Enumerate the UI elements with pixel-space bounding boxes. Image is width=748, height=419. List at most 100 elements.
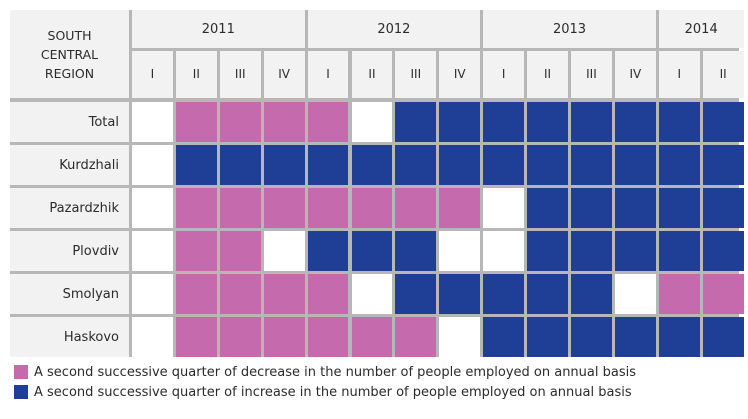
quarter-header: I — [483, 51, 525, 98]
heatmap-cell — [658, 317, 700, 357]
row-label: Kurdzhali — [10, 145, 129, 185]
year-header: 2014 — [658, 10, 744, 48]
quarter-header: IV — [614, 51, 656, 98]
heatmap-cell — [132, 145, 173, 185]
heatmap-cell — [702, 274, 744, 314]
region-header: SOUTH CENTRAL REGION — [10, 10, 129, 98]
heatmap-cell — [307, 188, 349, 228]
row-label: Total — [10, 102, 129, 142]
heatmap-cell — [571, 317, 612, 357]
heatmap-cell — [439, 231, 481, 271]
heatmap-cell — [483, 188, 525, 228]
legend-swatch — [14, 365, 28, 379]
heatmap-cell — [702, 145, 744, 185]
row-label: Pazardzhik — [10, 188, 129, 228]
heatmap-cell — [351, 102, 393, 142]
row-label: Haskovo — [10, 317, 129, 357]
heatmap-cell — [395, 145, 437, 185]
heatmap-cell — [307, 231, 349, 271]
year-header: 2013 — [483, 10, 656, 48]
quarter-header: II — [527, 51, 568, 98]
heatmap-cell — [527, 274, 568, 314]
heatmap-cell — [527, 145, 568, 185]
heatmap-cell — [702, 317, 744, 357]
heatmap-cell — [351, 188, 393, 228]
heatmap-cell — [614, 145, 656, 185]
heatmap-cell — [658, 274, 700, 314]
year-header: 2011 — [132, 10, 305, 48]
heatmap-cell — [483, 145, 525, 185]
row-label: Plovdiv — [10, 231, 129, 271]
year-header: 2012 — [307, 10, 481, 48]
heatmap-cell — [219, 274, 261, 314]
heatmap-cell — [439, 274, 481, 314]
heatmap-cell — [132, 188, 173, 228]
heatmap-cell — [132, 102, 173, 142]
heatmap-cell — [132, 317, 173, 357]
heatmap-cell — [175, 145, 217, 185]
heatmap-cell — [175, 317, 217, 357]
heatmap-cell — [658, 102, 700, 142]
heatmap-cell — [351, 231, 393, 271]
heatmap-cell — [571, 274, 612, 314]
heatmap-cell — [307, 145, 349, 185]
heatmap-cell — [571, 145, 612, 185]
heatmap-cell — [175, 274, 217, 314]
heatmap-cell — [702, 231, 744, 271]
heatmap-cell — [483, 102, 525, 142]
heatmap-cell — [658, 188, 700, 228]
heatmap-cell — [175, 231, 217, 271]
heatmap-cell — [439, 102, 481, 142]
heatmap-cell — [527, 188, 568, 228]
heatmap-cell — [702, 188, 744, 228]
heatmap-cell — [263, 231, 305, 271]
heatmap-cell — [483, 317, 525, 357]
heatmap-cell — [527, 317, 568, 357]
legend-label: A second successive quarter of increase … — [34, 384, 632, 400]
quarter-header: III — [571, 51, 612, 98]
row-label: Smolyan — [10, 274, 129, 314]
heatmap-cell — [658, 231, 700, 271]
heatmap-cell — [395, 274, 437, 314]
heatmap-cell — [263, 274, 305, 314]
heatmap-cell — [527, 102, 568, 142]
heatmap-cell — [614, 317, 656, 357]
heatmap-cell — [483, 231, 525, 271]
heatmap-cell — [483, 274, 525, 314]
legend-item: A second successive quarter of decrease … — [14, 363, 636, 381]
heatmap-cell — [307, 102, 349, 142]
heatmap-cell — [175, 102, 217, 142]
heatmap-cell — [351, 317, 393, 357]
heatmap-cell — [219, 317, 261, 357]
heatmap-cell — [439, 188, 481, 228]
heatmap-cell — [614, 188, 656, 228]
heatmap-cell — [395, 231, 437, 271]
heatmap-cell — [571, 188, 612, 228]
heatmap-cell — [614, 231, 656, 271]
quarter-header: IV — [263, 51, 305, 98]
heatmap-cell — [614, 274, 656, 314]
quarter-header: I — [658, 51, 700, 98]
heatmap-cell — [219, 102, 261, 142]
heatmap-cell — [571, 102, 612, 142]
heatmap-cell — [307, 317, 349, 357]
quarter-header: II — [351, 51, 393, 98]
heatmap-cell — [351, 145, 393, 185]
legend-item: A second successive quarter of increase … — [14, 383, 632, 401]
heatmap-cell — [351, 274, 393, 314]
quarter-header: I — [307, 51, 349, 98]
heatmap-cell — [439, 145, 481, 185]
quarter-header: III — [219, 51, 261, 98]
heatmap-cell — [219, 188, 261, 228]
heatmap-cell — [702, 102, 744, 142]
heatmap-cell — [658, 145, 700, 185]
heatmap-cell — [263, 145, 305, 185]
heatmap-cell — [132, 231, 173, 271]
quarter-header: I — [132, 51, 173, 98]
heatmap-cell — [395, 188, 437, 228]
heatmap-cell — [395, 102, 437, 142]
heatmap-cell — [527, 231, 568, 271]
quarter-header: III — [395, 51, 437, 98]
heatmap-cell — [571, 231, 612, 271]
